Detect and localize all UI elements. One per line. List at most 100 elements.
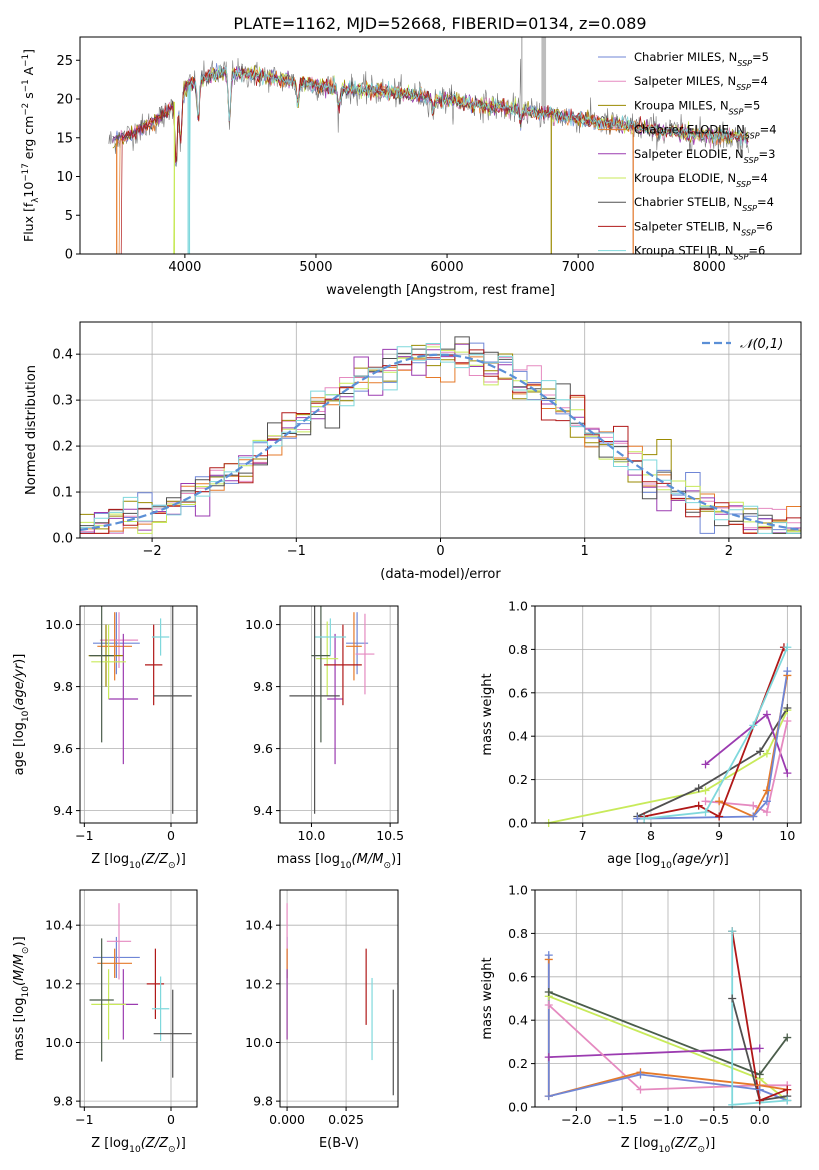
- y-tick-label: 9.8: [53, 1094, 73, 1109]
- weight-marker: [749, 801, 758, 810]
- plot-area-mass_vs_Z: [89, 903, 192, 1078]
- y-tick-label: 10.0: [45, 617, 73, 632]
- y-tick-label: 10.4: [45, 918, 73, 933]
- x-tick-label: 0: [167, 828, 175, 843]
- y-tick-label: 9.6: [53, 741, 73, 756]
- weight-marker: [783, 643, 792, 652]
- weight-marker: [715, 797, 724, 806]
- weight-marker: [544, 1001, 553, 1010]
- weight-marker: [783, 769, 792, 778]
- x-tick-label: −2: [143, 544, 162, 559]
- axes-frame: [534, 605, 802, 824]
- weight-marker: [762, 710, 771, 719]
- plot-area-residuals: [80, 336, 801, 534]
- x-tick-label: −1: [75, 1112, 93, 1127]
- weight-marker: [694, 801, 703, 810]
- y-tick-label: 5: [65, 209, 73, 224]
- y-tick-label: 10.2: [245, 976, 273, 991]
- y-tick-label: 10: [56, 170, 73, 185]
- y-tick-label: 0.4: [508, 729, 528, 744]
- y-tick-label: 0.4: [52, 348, 73, 363]
- y-tick-label: 20: [56, 93, 73, 108]
- y-tick-label: 10.0: [45, 1035, 73, 1050]
- x-axis-label: Z [log10(Z/Z⊙)]: [91, 1136, 186, 1155]
- weight-marker: [728, 994, 737, 1003]
- y-tick-label: 0.0: [52, 532, 73, 547]
- x-tick-label: 10: [779, 828, 795, 843]
- weight-marker: [762, 797, 771, 806]
- y-tick-label: 15: [56, 131, 73, 146]
- x-tick-label: 8: [647, 828, 655, 843]
- weight-marker: [701, 760, 710, 769]
- panel-mass_vs_Z: −1 0 9.8 10.0 10.2 10.4 Z [log10(Z/Z⊙)] mass [l…: [12, 889, 198, 1155]
- weight-marker: [762, 808, 771, 817]
- y-tick-label: 10.0: [245, 617, 273, 632]
- legend-label: Salpeter STELIB, NSSP=6: [634, 219, 773, 237]
- weight-marker: [636, 1070, 645, 1079]
- x-tick-label: −0.5: [699, 1112, 729, 1127]
- weight-marker: [755, 1044, 764, 1053]
- axes-frame: [79, 889, 198, 1108]
- plot-area-weight_vs_age: [548, 646, 789, 823]
- x-tick-label: 6000: [431, 260, 464, 275]
- x-tick-label: 8000: [693, 260, 726, 275]
- spectrum-model-line: [112, 67, 749, 254]
- spectrum-model-line: [112, 65, 749, 254]
- y-tick-label: 1.0: [508, 599, 528, 614]
- weight-marker: [633, 814, 642, 823]
- weight-marker: [783, 1033, 792, 1042]
- weight-marker: [694, 784, 703, 793]
- x-tick-label: −1: [75, 828, 93, 843]
- x-tick-label: −1.5: [607, 1112, 637, 1127]
- x-tick-label: −1.0: [653, 1112, 683, 1127]
- x-axis-label: E(B-V): [319, 1136, 359, 1151]
- x-tick-label: 5000: [299, 260, 332, 275]
- weight-line: [637, 670, 789, 820]
- axes-frame: [279, 889, 399, 1108]
- legend-label: Kroupa ELODIE, NSSP=4: [634, 171, 768, 189]
- x-tick-label: 0.0: [750, 1112, 770, 1127]
- weight-line: [644, 646, 789, 820]
- x-tick-label: 0.000: [269, 1112, 305, 1127]
- plot-area-age_vs_Z: [88, 606, 192, 814]
- weight-marker: [715, 812, 724, 821]
- x-tick-label: 0: [167, 1112, 175, 1127]
- legend-label: 𝒩(0,1): [740, 337, 783, 352]
- legend-label: Salpeter ELODIE, NSSP=3: [634, 147, 775, 165]
- x-tick-label: 2: [725, 544, 733, 559]
- weight-marker: [783, 1096, 792, 1105]
- figure-title: PLATE=1162, MJD=52668, FIBERID=0134, z=0…: [233, 14, 646, 33]
- weight-marker: [636, 1085, 645, 1094]
- weight-line: [643, 646, 785, 818]
- y-axis-label: mass weight: [480, 957, 495, 1039]
- axes-frame: [279, 605, 399, 824]
- x-tick-label: 7: [579, 828, 587, 843]
- weight-marker: [701, 808, 710, 817]
- y-tick-label: 0.0: [508, 816, 528, 831]
- weight-marker: [755, 1085, 764, 1094]
- y-tick-label: 1.0: [508, 883, 528, 898]
- y-tick-label: 0.6: [508, 685, 528, 700]
- legend-label: Chabrier MILES, NSSP=5: [634, 50, 769, 68]
- x-axis-label: wavelength [Angstrom, rest frame]: [326, 283, 555, 298]
- weight-marker: [701, 797, 710, 806]
- panel-weight_vs_Z: −2.0 −1.5 −1.0 −0.5 0.0 0.0 0.2 0.4 0.6 0.8 1.0 Z […: [480, 883, 802, 1155]
- weight-marker: [640, 814, 649, 823]
- x-axis-label: mass [log10(M/M⊙)]: [277, 852, 401, 871]
- plot-area-mass_vs_ebv: [286, 903, 394, 1096]
- legend-label: Chabrier ELODIE, NSSP=4: [634, 123, 777, 141]
- weight-marker: [755, 1096, 764, 1105]
- weight-line: [548, 1047, 760, 1058]
- weight-marker: [544, 1053, 553, 1062]
- panel-residuals: 𝒩(0,1) −2 −1 0 1 2 0.0 0.1 0.2 0.3 0.4 (data-model)…: [24, 321, 802, 582]
- x-axis-label: (data-model)/error: [380, 567, 501, 582]
- weight-marker: [749, 812, 758, 821]
- y-tick-label: 9.8: [253, 679, 273, 694]
- x-tick-label: 0: [436, 544, 444, 559]
- y-tick-label: 10.2: [45, 976, 73, 991]
- histogram-line: [80, 343, 801, 534]
- y-axis-label: mass [log10(M/M⊙)]: [12, 936, 31, 1060]
- weight-marker: [544, 987, 553, 996]
- plot-area-spectrum: [108, 37, 749, 254]
- y-tick-label: 0.0: [508, 1100, 528, 1115]
